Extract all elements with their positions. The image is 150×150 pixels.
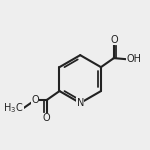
Text: O: O xyxy=(31,95,39,105)
Text: H$_3$C: H$_3$C xyxy=(3,101,23,115)
Text: O: O xyxy=(43,114,50,123)
Text: OH: OH xyxy=(127,54,142,64)
Text: N: N xyxy=(76,98,84,108)
Text: O: O xyxy=(110,35,118,45)
